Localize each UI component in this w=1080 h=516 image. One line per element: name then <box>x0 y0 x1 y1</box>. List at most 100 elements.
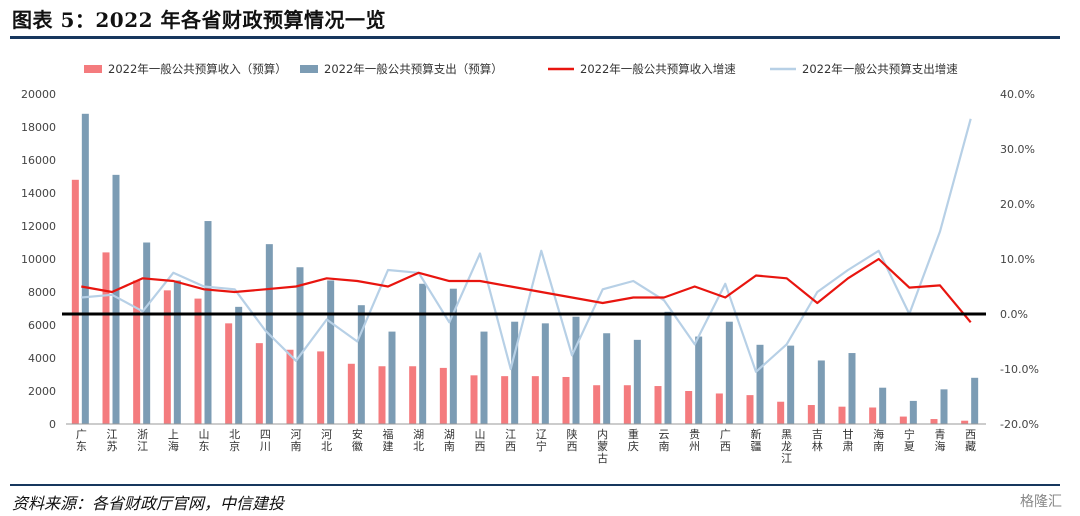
expense-bar <box>112 174 120 424</box>
x-tick-label: 福建 <box>383 427 394 453</box>
income-bar <box>593 385 601 424</box>
expense-bar <box>633 339 641 424</box>
y-right-tick-label: 30.0% <box>1000 143 1035 156</box>
x-tick-label: 青海 <box>935 428 946 453</box>
expense-bar <box>909 400 917 424</box>
x-tick-label: 海南 <box>873 427 884 453</box>
y-left-tick-label: 10000 <box>21 253 56 266</box>
income-bar <box>439 367 447 424</box>
y-left-tick-label: 18000 <box>21 121 56 134</box>
x-tick-label: 上海 <box>168 428 179 453</box>
y-right-tick-label: -10.0% <box>1000 363 1039 376</box>
legend-income-bar-label: 2022年一般公共预算收入（预算） <box>108 62 287 76</box>
y-left-tick-label: 16000 <box>21 154 56 167</box>
x-tick-label: 山西 <box>475 428 486 453</box>
x-tick-label: 内蒙古 <box>597 427 608 465</box>
y-left-tick-label: 6000 <box>28 319 56 332</box>
income-bar <box>654 386 662 424</box>
y-left-tick-label: 4000 <box>28 352 56 365</box>
expense-bar <box>664 311 672 424</box>
expense-bar <box>511 321 519 424</box>
income-bar <box>623 385 631 424</box>
x-tick-label: 江西 <box>505 428 516 453</box>
x-tick-label: 贵州 <box>689 428 700 453</box>
income-bar <box>470 375 478 424</box>
y-left-tick-label: 8000 <box>28 286 56 299</box>
x-tick-label: 北京 <box>229 428 240 453</box>
income-bar <box>930 419 938 424</box>
expense-bar <box>787 345 795 424</box>
expense-bar <box>449 288 457 424</box>
income-bar <box>838 406 846 424</box>
expense-bar <box>940 389 948 424</box>
expense-bar <box>817 360 825 424</box>
expense-bar <box>143 242 151 424</box>
expense-bar <box>480 331 488 424</box>
y-right-tick-label: 10.0% <box>1000 253 1035 266</box>
income-bar <box>102 252 110 424</box>
expense-bar <box>541 323 549 424</box>
income-bar <box>225 323 233 424</box>
expense-growth-line <box>81 118 972 373</box>
income-bar <box>347 363 355 424</box>
x-tick-label: 吉林 <box>812 428 823 453</box>
income-bar <box>899 416 907 424</box>
x-tick-label: 陕西 <box>567 427 578 453</box>
y-left-tick-label: 20000 <box>21 88 56 101</box>
expense-bar <box>756 344 764 424</box>
y-right-tick-label: 20.0% <box>1000 198 1035 211</box>
income-bar <box>807 405 815 424</box>
expense-bar <box>204 221 212 424</box>
expense-bar <box>572 316 580 424</box>
income-bar <box>378 366 386 424</box>
x-tick-label: 湖北 <box>413 428 424 453</box>
legend-expense-bar-label: 2022年一般公共预算支出（预算） <box>324 62 503 76</box>
x-tick-label: 河南 <box>291 428 302 453</box>
x-tick-label: 宁夏 <box>904 427 915 453</box>
expense-bar <box>235 306 243 424</box>
expense-bar <box>848 353 856 424</box>
x-tick-label: 安徽 <box>352 427 363 453</box>
income-bar <box>286 349 294 424</box>
source-rule <box>10 484 1060 486</box>
income-bar <box>685 391 693 424</box>
income-bar <box>562 376 570 424</box>
income-bar <box>71 179 79 424</box>
expense-bar <box>173 280 181 424</box>
x-tick-label: 河北 <box>321 428 332 453</box>
expense-bar <box>419 283 427 424</box>
y-left-tick-label: 14000 <box>21 187 56 200</box>
title-rule <box>10 36 1060 39</box>
y-right-tick-label: 0.0% <box>1000 308 1028 321</box>
x-tick-label: 四川 <box>260 428 271 453</box>
x-tick-label: 辽宁 <box>536 428 547 453</box>
legend-income-bar-swatch <box>84 65 102 73</box>
x-tick-label: 西藏 <box>965 428 976 453</box>
income-bar <box>777 401 785 424</box>
income-bar <box>255 343 263 424</box>
y-left-tick-label: 0 <box>49 418 56 431</box>
watermark: 格隆汇 <box>1020 494 1062 510</box>
income-bar <box>531 376 539 424</box>
y-right-tick-label: 40.0% <box>1000 88 1035 101</box>
x-tick-label: 湖南 <box>444 428 455 453</box>
expense-bar <box>879 387 887 424</box>
y-right-tick-label: -20.0% <box>1000 418 1039 431</box>
income-bar <box>961 420 969 424</box>
x-tick-label: 云南 <box>659 428 670 453</box>
income-bar <box>409 366 417 424</box>
x-tick-label: 黑龙江 <box>781 428 792 465</box>
source-note: 资料来源：各省财政厅官网，中信建投 <box>12 494 285 513</box>
expense-bar <box>725 321 733 424</box>
expense-bar <box>695 336 703 424</box>
x-tick-label: 浙江 <box>137 428 148 453</box>
x-tick-label: 江苏 <box>107 428 118 453</box>
expense-bar <box>296 267 304 424</box>
chart-title: 图表 5：2022 年各省财政预算情况一览 <box>12 8 387 32</box>
income-bar <box>133 280 141 424</box>
income-bar <box>869 407 877 424</box>
legend-expense-bar-swatch <box>300 65 318 73</box>
x-tick-label: 广东 <box>76 428 87 453</box>
income-bar <box>501 376 509 424</box>
